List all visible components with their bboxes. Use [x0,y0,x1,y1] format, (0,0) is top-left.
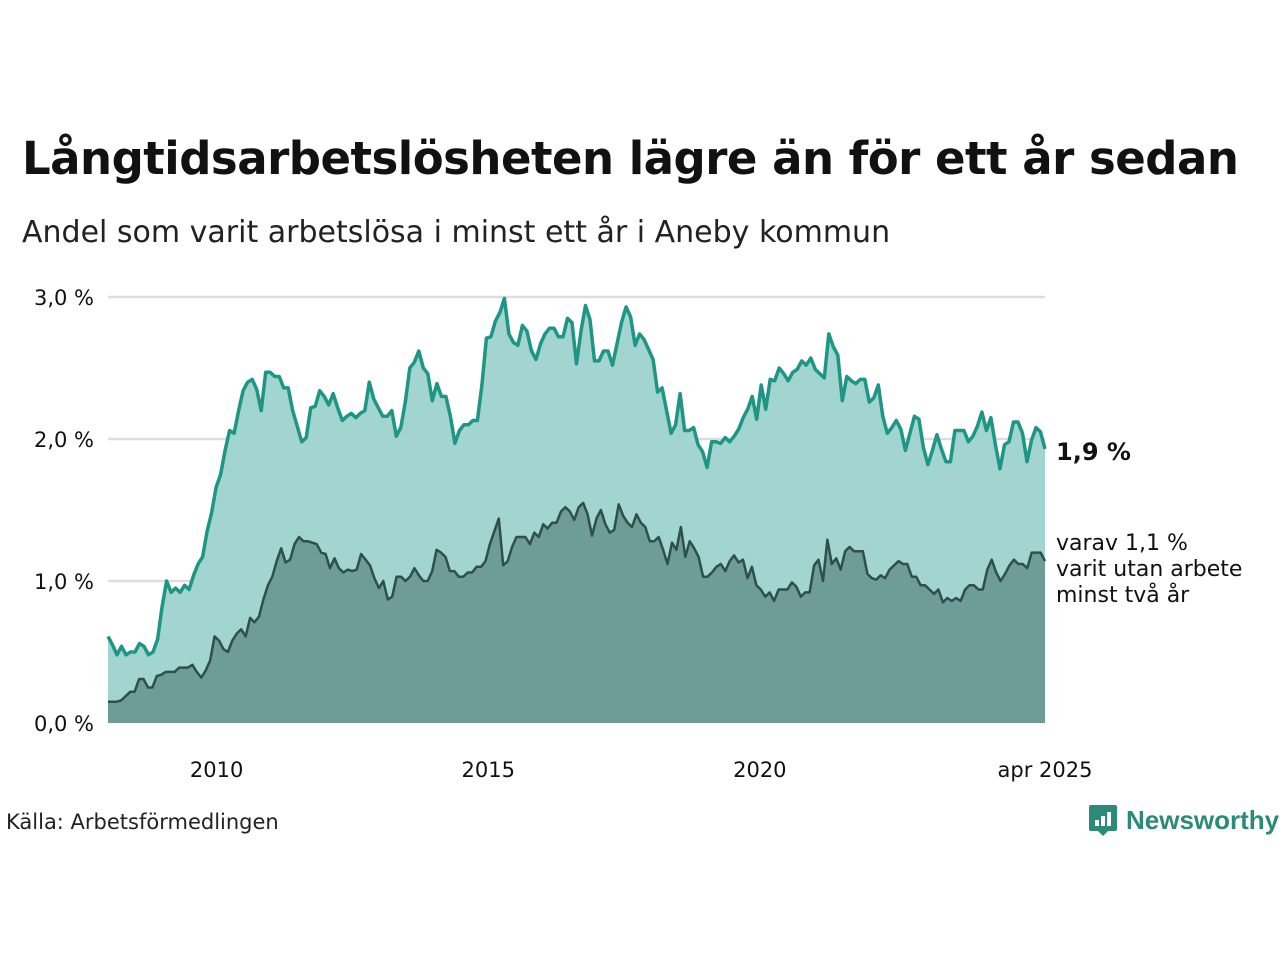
series-1-line [106,296,1047,657]
y-tick-label: 2,0 % [34,428,94,452]
y-axis: 0,0 % 1,0 % 2,0 % 3,0 % [34,286,94,736]
brand-name: Newsworthy [1126,804,1280,835]
newsworthy-logo-icon [1089,805,1117,836]
y-tick-label: 3,0 % [34,286,94,310]
x-tick-label: 2015 [462,758,515,782]
series-2-line [108,501,1047,703]
x-tick-label: apr 2025 [998,758,1093,782]
x-tick-label: 2020 [733,758,786,782]
chart-subtitle: Andel som varit arbetslösa i minst ett å… [22,215,891,250]
chart-title: Långtidsarbetslösheten lägre än för ett … [22,132,1239,185]
x-axis: 2010 2015 2020 apr 2025 [190,758,1093,782]
series-2-area [108,502,1045,723]
end-label-main: 1,9 % [1056,438,1131,466]
end-label-sub-3: minst två år [1056,582,1190,608]
source-note: Källa: Arbetsförmedlingen [6,810,279,834]
y-tick-label: 0,0 % [34,712,94,736]
end-label-sub-2: varit utan arbete [1056,557,1242,582]
x-tick-label: 2010 [190,758,243,782]
y-tick-label: 1,0 % [34,570,94,594]
brand-logo: Newsworthy [1088,803,1279,837]
end-label-sub-1: varav 1,1 % [1056,531,1188,556]
